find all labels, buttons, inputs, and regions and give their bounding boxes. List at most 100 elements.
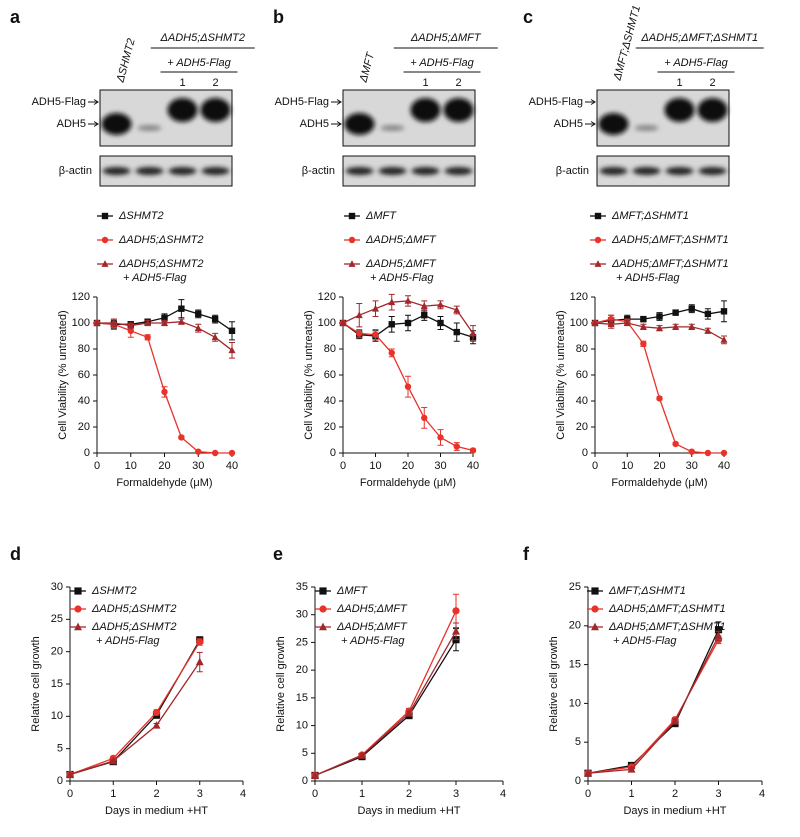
y-tick-label: 10 [296, 719, 308, 731]
y-tick-label: 20 [576, 421, 588, 433]
legend-marker [101, 236, 109, 244]
panel-letter: f [523, 544, 530, 564]
band [632, 167, 661, 175]
marker [195, 310, 202, 318]
legend-marker [319, 605, 327, 613]
marker [453, 306, 461, 313]
marker [178, 434, 185, 441]
x-tick-label: 2 [406, 788, 412, 800]
group-label: ΔADH5;ΔMFT [410, 32, 482, 44]
marker [228, 449, 236, 457]
marker [437, 319, 444, 327]
y-tick-label: 120 [570, 291, 588, 303]
marker [453, 443, 460, 450]
band [101, 113, 132, 135]
legend-label: ΔADH5;ΔMFT;ΔSHMT1 [611, 258, 729, 270]
band [135, 167, 164, 175]
x-axis-label: Days in medium +HT [105, 805, 208, 817]
group-label: ΔADH5;ΔSHMT2 [160, 32, 245, 44]
panel-letter: b [273, 7, 284, 27]
legend-label: + ADH5-Flag [341, 635, 405, 647]
lane-number: 2 [455, 77, 461, 89]
x-axis-label: Days in medium +HT [623, 805, 726, 817]
legend-label: + ADH5-Flag [613, 635, 677, 647]
y-tick-label: 25 [296, 636, 308, 648]
marker [358, 751, 366, 759]
legend-label: ΔADH5;ΔMFT;ΔSHMT1 [611, 234, 729, 246]
row-arrow [331, 99, 342, 105]
marker [211, 315, 219, 323]
y-tick-label: 80 [78, 343, 90, 355]
lane-number: 1 [422, 77, 428, 89]
y-tick-label: 20 [569, 620, 581, 632]
marker [372, 331, 379, 338]
marker [161, 314, 168, 321]
marker [152, 721, 161, 729]
band [200, 98, 231, 122]
group-label: ΔADH5;ΔMFT;ΔSHMT1 [640, 32, 758, 44]
marker [420, 302, 428, 309]
legend-label: + ADH5-Flag [616, 272, 680, 284]
row-arrow [88, 99, 99, 105]
panel-letter: e [273, 544, 283, 564]
y-tick-label: 5 [57, 743, 63, 755]
marker [144, 334, 151, 341]
band [410, 98, 441, 122]
y-tick-label: 0 [57, 775, 63, 787]
y-tick-label: 0 [582, 447, 588, 459]
marker [655, 324, 664, 332]
marker [421, 414, 428, 422]
marker [640, 315, 647, 323]
band [444, 167, 473, 175]
x-tick-label: 4 [759, 788, 765, 800]
y-tick-label: 60 [576, 369, 588, 381]
legend-label: ΔADH5;ΔMFT;ΔSHMT1 [608, 621, 726, 633]
marker [110, 319, 118, 326]
x-tick-label: 1 [628, 788, 634, 800]
marker [93, 319, 101, 326]
band [634, 125, 659, 131]
y-tick-label: 120 [72, 291, 90, 303]
row-label: ADH5 [57, 118, 86, 130]
y-tick-label: 0 [302, 775, 308, 787]
y-tick-label: 120 [318, 291, 336, 303]
axis-line [314, 587, 503, 782]
x-tick-label: 0 [67, 788, 73, 800]
x-axis-label: Formaldehyde (μM) [116, 477, 212, 489]
x-tick-label: 1 [110, 788, 116, 800]
legend-marker [319, 622, 327, 631]
marker [355, 311, 363, 319]
treatment-label: + ADH5-Flag [410, 57, 474, 69]
series-line [587, 629, 720, 774]
band [137, 125, 162, 131]
legend-label: ΔMFT [365, 210, 397, 222]
marker [672, 440, 679, 448]
y-tick-label: 15 [51, 678, 63, 690]
x-tick-label: 3 [197, 788, 203, 800]
legend-marker [74, 605, 82, 613]
band [664, 98, 695, 122]
band [378, 167, 407, 175]
marker [688, 323, 696, 330]
legend-marker [348, 260, 356, 267]
axis-line [587, 587, 762, 782]
band [443, 98, 474, 122]
marker [404, 383, 412, 390]
y-tick-label: 100 [570, 317, 588, 329]
row-arrow [585, 99, 596, 105]
band [598, 113, 629, 135]
marker [421, 312, 428, 319]
marker [656, 313, 663, 320]
y-tick-label: 20 [78, 421, 90, 433]
x-tick-label: 20 [402, 460, 414, 472]
legend-label: ΔMFT [336, 585, 368, 597]
x-tick-label: 30 [192, 460, 204, 472]
marker [671, 716, 679, 725]
band [201, 167, 230, 175]
y-tick-label: 10 [51, 710, 63, 722]
series-line [314, 631, 457, 777]
treatment-label: + ADH5-Flag [167, 57, 231, 69]
marker [195, 448, 202, 455]
legend-label: + ADH5-Flag [123, 272, 187, 284]
marker [66, 770, 74, 778]
